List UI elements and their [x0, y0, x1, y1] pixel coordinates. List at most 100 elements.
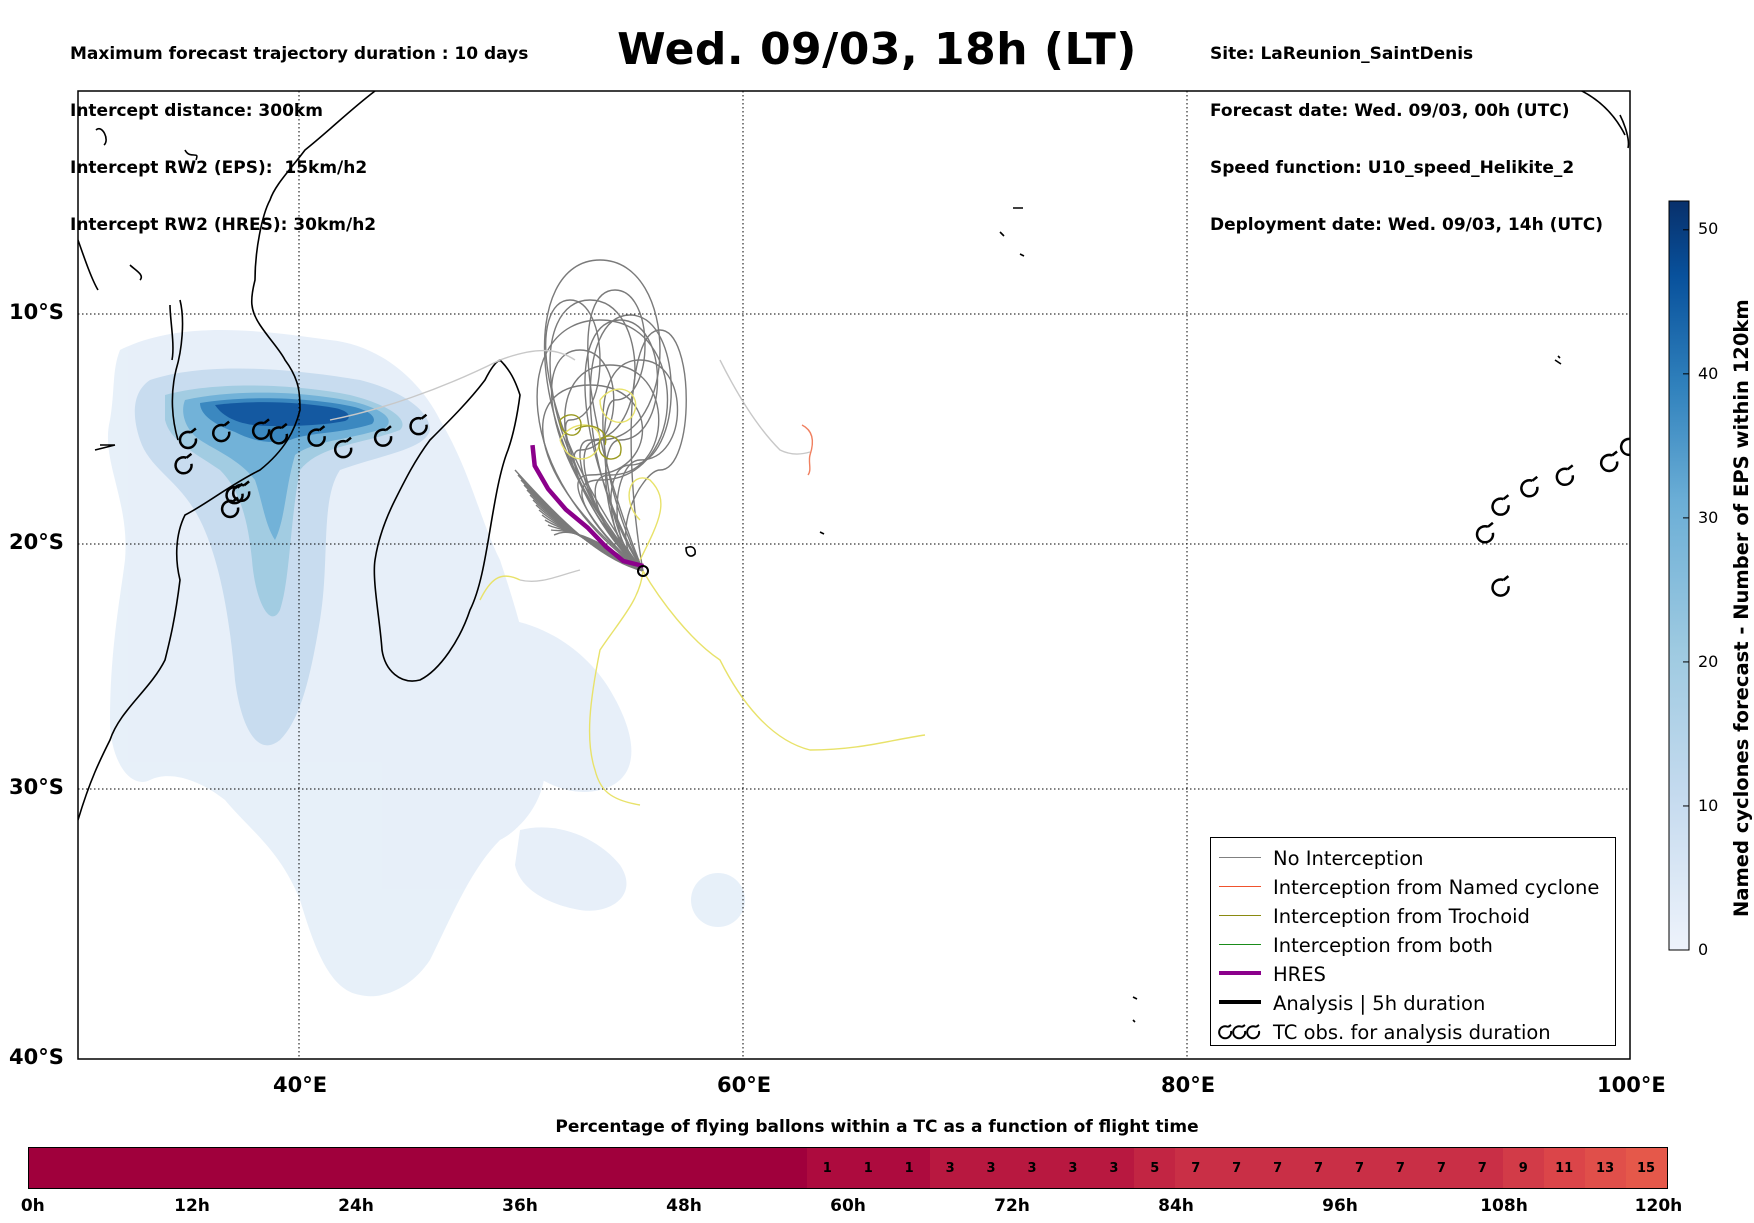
- colorbar-tick-label: 0: [1698, 940, 1709, 959]
- tc-observation-symbols: [174, 413, 1630, 597]
- percentage-cell: [274, 1148, 316, 1188]
- tc-obs-symbol: [1599, 450, 1619, 473]
- percentage-cell: 9: [1502, 1148, 1544, 1188]
- lon-label: 80°E: [1161, 1073, 1216, 1097]
- percentage-cell: [233, 1148, 275, 1188]
- graticule: [78, 91, 1630, 1059]
- percentage-cell: 7: [1175, 1148, 1217, 1188]
- percentage-cell: 1: [847, 1148, 889, 1188]
- trajectory-line: [625, 329, 687, 572]
- percentage-cell: 7: [1257, 1148, 1299, 1188]
- percentage-cell: [29, 1148, 70, 1188]
- hres-trajectory: [530, 444, 644, 569]
- legend-swatch: [1219, 971, 1261, 975]
- header-right: Site: LaReunion_SaintDenis Forecast date…: [1210, 7, 1603, 254]
- legend-swatch: [1219, 857, 1261, 858]
- trajectory-line: [599, 388, 637, 423]
- percentage-cell: 11: [1543, 1148, 1585, 1188]
- header-left-line: Intercept RW2 (HRES): 30km/h2: [70, 215, 377, 235]
- percentage-strip: 1 1 1 3 3 3 3 3 5 7 7 7 7 7 7 7 7 9 11 13 15: [28, 1147, 1668, 1189]
- legend-label: Interception from Named cyclone: [1273, 876, 1600, 899]
- percentage-cell: [110, 1148, 152, 1188]
- lat-label: 20°S: [9, 530, 64, 554]
- trajectory-line: [479, 575, 521, 601]
- map-frame: [77, 90, 1631, 1060]
- flight-time-label: 0h: [20, 1196, 45, 1216]
- legend-swatch: [1219, 915, 1261, 916]
- flight-time-label: 12h: [174, 1196, 210, 1216]
- legend-label: TC obs. for analysis duration: [1273, 1021, 1551, 1044]
- percentage-cell: [69, 1148, 111, 1188]
- percentage-cell: 7: [1461, 1148, 1503, 1188]
- percentage-cell: 7: [1216, 1148, 1258, 1188]
- lon-label: 100°E: [1597, 1073, 1666, 1097]
- trajectory-named-cyclone: [801, 424, 814, 476]
- percentage-cell: 3: [970, 1148, 1012, 1188]
- percentage-cell: 7: [1339, 1148, 1380, 1188]
- legend-label: No Interception: [1273, 847, 1424, 870]
- trajectory-line: [545, 299, 644, 572]
- flight-time-label: 60h: [830, 1196, 866, 1216]
- ensemble-trajectories-light: [329, 349, 811, 582]
- trajectory-line: [574, 425, 607, 446]
- colorbar-tick-label: 20: [1698, 652, 1719, 671]
- tc-obs-symbol: [409, 413, 428, 436]
- legend-item: TC obs. for analysis duration: [1211, 1018, 1615, 1046]
- percentage-cell: 3: [1011, 1148, 1053, 1188]
- legend-swatch: [1219, 944, 1261, 945]
- legend-swatch: [1219, 886, 1261, 887]
- percentage-cell: 7: [1379, 1148, 1421, 1188]
- legend-label: Interception from Trochoid: [1273, 905, 1530, 928]
- launch-site-marker: [637, 565, 649, 577]
- flight-time-label: 96h: [1322, 1196, 1358, 1216]
- trajectory-line: [584, 319, 659, 572]
- percentage-cell: [724, 1148, 766, 1188]
- tc-obs-legend-icon: [1218, 1024, 1261, 1040]
- percentage-cell: 7: [1298, 1148, 1339, 1188]
- header-left-line: Maximum forecast trajectory duration : 1…: [70, 44, 529, 64]
- trajectory-line: [519, 569, 581, 582]
- flight-time-label: 120h: [1634, 1196, 1683, 1216]
- flight-time-label: 84h: [1158, 1196, 1194, 1216]
- eps-density-field: [107, 330, 745, 997]
- colorbar-ticks: [1683, 229, 1689, 951]
- percentage-cell: [479, 1148, 521, 1188]
- header-right-line: Deployment date: Wed. 09/03, 14h (UTC): [1210, 215, 1604, 235]
- percentage-cell: [151, 1148, 193, 1188]
- colorbar-title: Named cyclones forecast - Number of EPS …: [1730, 299, 1753, 917]
- legend-item: No Interception: [1211, 844, 1615, 872]
- flight-time-label: 72h: [994, 1196, 1030, 1216]
- legend-label: HRES: [1273, 963, 1326, 986]
- tc-obs-symbol: [1491, 494, 1510, 516]
- percentage-cell: [684, 1148, 725, 1188]
- percentage-cell: [520, 1148, 562, 1188]
- percentage-cell: 7: [1420, 1148, 1462, 1188]
- flight-time-label: 108h: [1480, 1196, 1528, 1216]
- trajectory-line: [559, 414, 582, 436]
- header-left-line: Intercept RW2 (EPS): 15km/h2: [70, 158, 368, 178]
- percentage-cell: 3: [1093, 1148, 1135, 1188]
- percentage-cell: [315, 1148, 357, 1188]
- legend-swatch: [1219, 1000, 1261, 1004]
- legend-item: Interception from both: [1211, 931, 1615, 959]
- header-left: Maximum forecast trajectory duration : 1…: [70, 7, 528, 254]
- colorbar-tick-label: 40: [1698, 364, 1719, 383]
- trajectory-line: [628, 477, 662, 561]
- percentage-cell: [561, 1148, 603, 1188]
- tc-obs-symbol: [307, 425, 326, 447]
- tc-obs-symbol: [174, 452, 193, 475]
- tc-obs-symbol: [178, 427, 198, 450]
- percentage-cell: 3: [929, 1148, 971, 1188]
- trajectory-line: [719, 359, 811, 455]
- legend-item: HRES: [1211, 960, 1615, 988]
- trajectory-line: [642, 570, 926, 751]
- trajectory-line: [602, 359, 679, 572]
- lat-label: 40°S: [9, 1045, 64, 1069]
- colorbar-tick-label: 30: [1698, 508, 1719, 527]
- tc-obs-symbol: [251, 418, 271, 441]
- tc-obs-symbol: [269, 422, 289, 445]
- trajectory-line: [587, 289, 646, 572]
- percentage-cell: 3: [1052, 1148, 1094, 1188]
- percentage-cell: [602, 1148, 644, 1188]
- legend-item: Interception from Trochoid: [1211, 902, 1615, 930]
